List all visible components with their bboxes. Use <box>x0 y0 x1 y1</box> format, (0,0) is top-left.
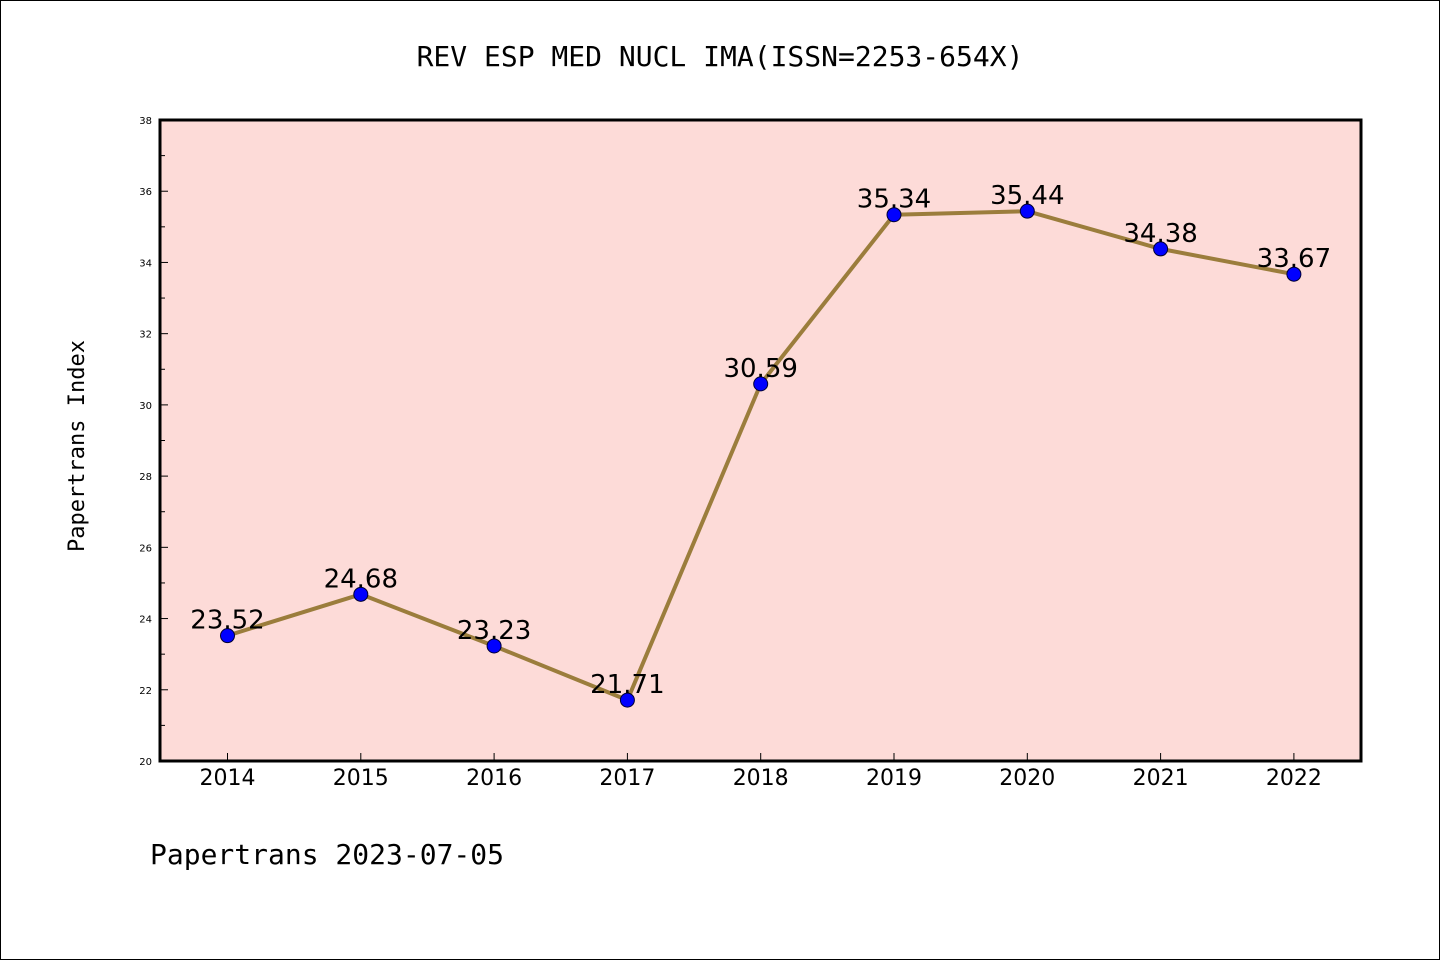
plot-area <box>160 120 1361 761</box>
y-tick-label: 36 <box>139 187 152 198</box>
y-tick-label: 20 <box>139 757 152 768</box>
y-tick-label: 34 <box>139 258 152 269</box>
x-tick-label: 2014 <box>200 766 256 791</box>
x-tick-label: 2019 <box>866 766 922 791</box>
data-point <box>1153 241 1169 257</box>
data-label: 33.67 <box>1257 244 1331 274</box>
data-point <box>1286 266 1302 282</box>
data-label: 30.59 <box>723 354 797 384</box>
x-tick-label: 2016 <box>466 766 522 791</box>
data-label: 35.44 <box>990 181 1064 211</box>
data-label: 23.52 <box>190 606 264 636</box>
data-point <box>886 207 902 223</box>
y-axis-label: Papertrans Index <box>65 340 90 552</box>
data-point <box>353 586 369 602</box>
data-point <box>486 638 502 654</box>
footer-text: Papertrans 2023-07-05 <box>150 838 504 871</box>
x-tick-label: 2020 <box>999 766 1055 791</box>
y-tick-label: 28 <box>139 472 152 483</box>
data-label: 24.68 <box>324 564 398 594</box>
x-tick-label: 2018 <box>733 766 789 791</box>
data-label: 23.23 <box>457 616 531 646</box>
y-tick-label: 32 <box>139 330 152 341</box>
data-label: 34.38 <box>1123 219 1197 249</box>
data-label: 35.34 <box>857 185 931 215</box>
x-tick-label: 2022 <box>1266 766 1322 791</box>
data-point <box>220 628 235 644</box>
y-tick-label: 26 <box>139 543 152 554</box>
x-tick-label: 2021 <box>1133 766 1189 791</box>
data-point <box>619 692 635 708</box>
plot-border <box>158 118 1363 763</box>
x-tick-label: 2015 <box>333 766 389 791</box>
y-tick-label: 24 <box>139 615 152 626</box>
data-point <box>753 376 769 392</box>
y-tick-label: 22 <box>139 686 152 697</box>
y-tick-label: 38 <box>139 116 152 127</box>
data-label: 21.71 <box>590 670 664 700</box>
data-labels: 23.52 24.68 23.23 21.71 30.59 35.34 35.44 34.38… <box>190 181 1331 700</box>
x-tick-label: 2017 <box>599 766 655 791</box>
x-axis: 2014 2015 2016 2017 2018 2019 2020 2021 2022 <box>200 753 1322 791</box>
data-points <box>220 203 1302 708</box>
y-tick-label: 30 <box>139 401 152 412</box>
chart-title: REV ESP MED NUCL IMA(ISSN=2253-654X) <box>417 40 1024 73</box>
data-point <box>1019 203 1035 219</box>
